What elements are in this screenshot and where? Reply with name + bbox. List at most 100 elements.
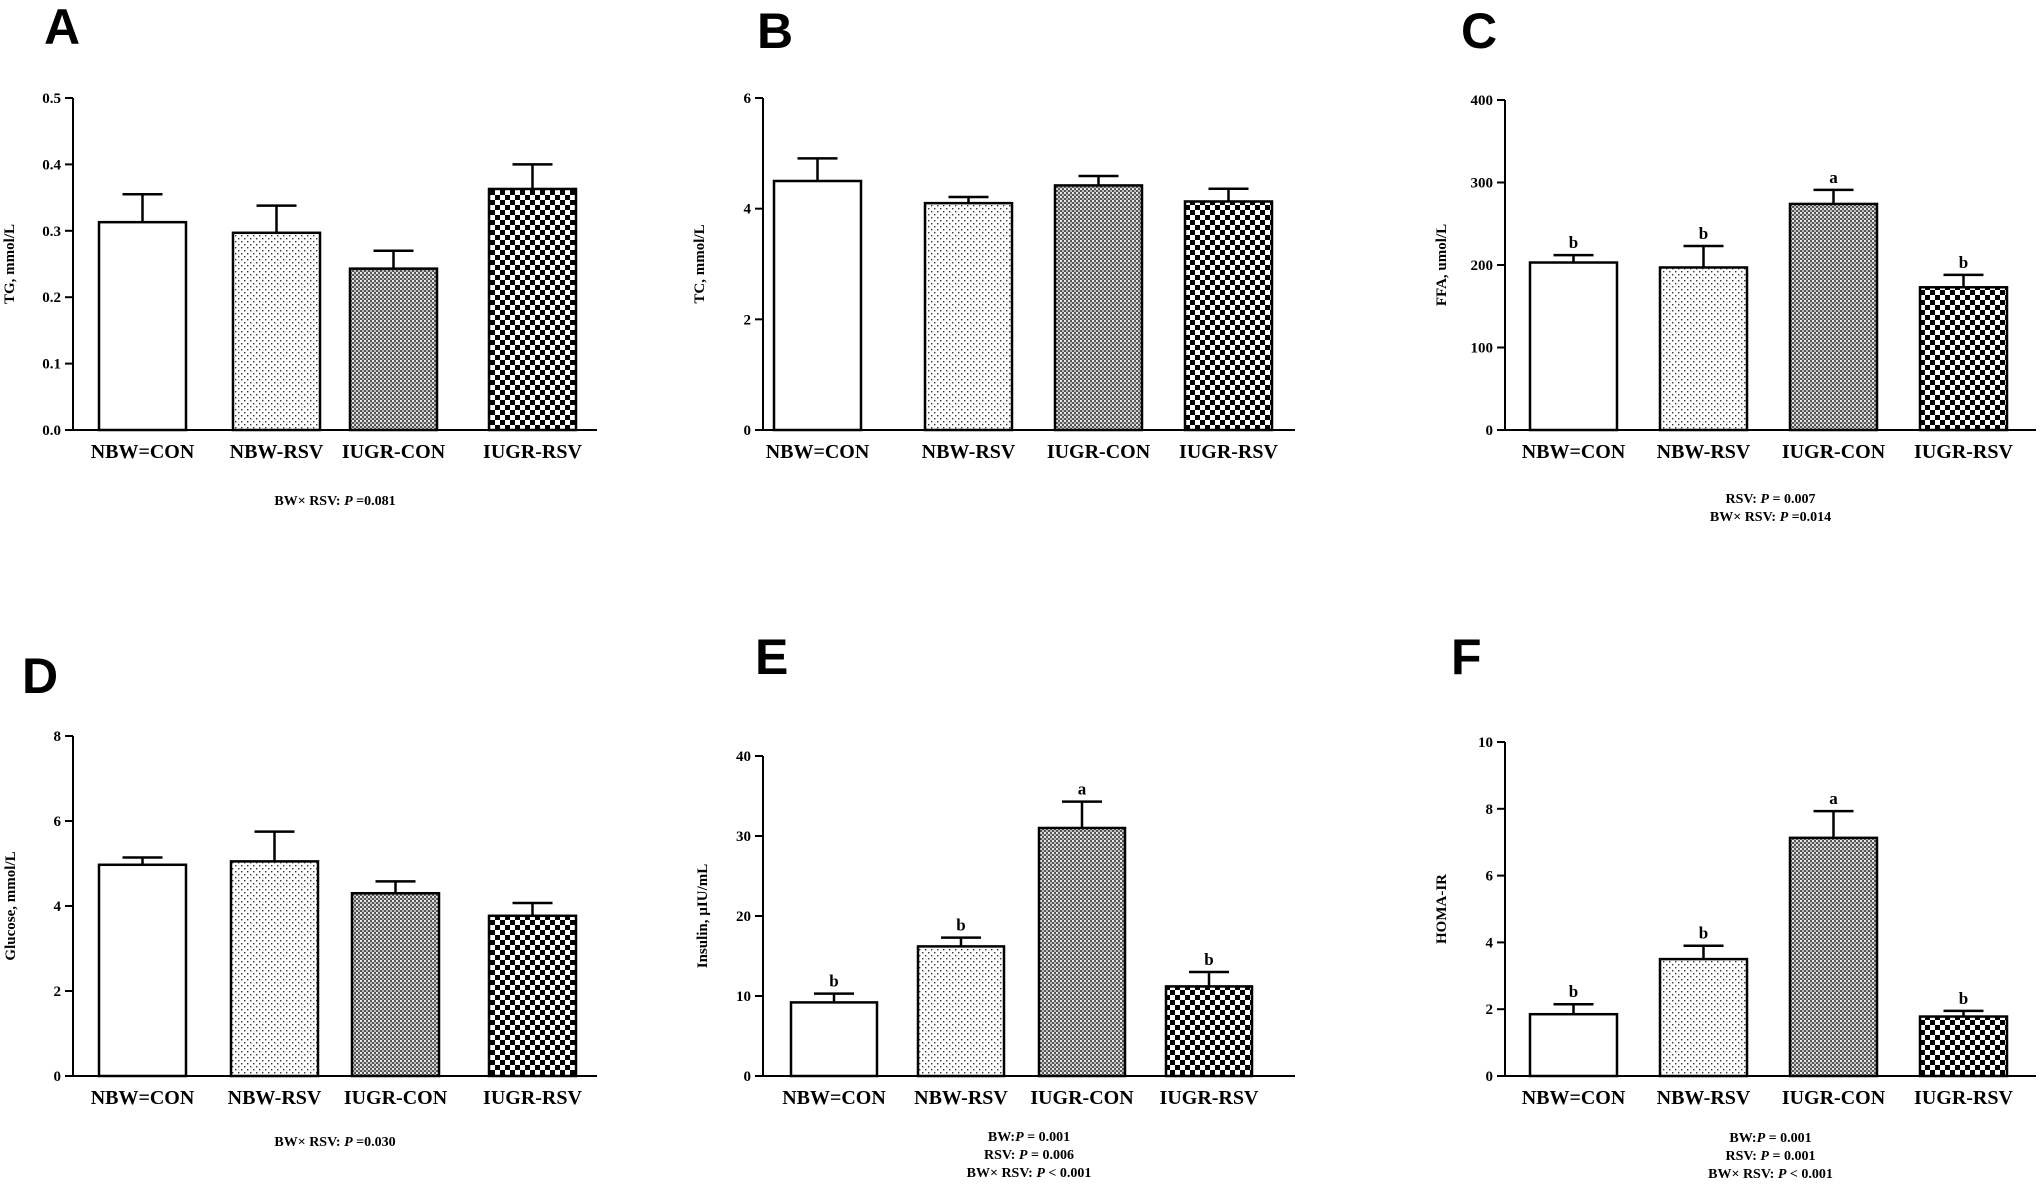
stat-line: BW× RSV: P =0.014 (1710, 510, 1831, 525)
bar-1 (772, 179, 863, 432)
y-tick-label: 6 (54, 814, 62, 830)
y-tick-label: 2 (54, 984, 62, 1000)
category-label: NBW=CON (1522, 1087, 1626, 1109)
y-tick-label: 2 (744, 312, 752, 328)
category-label: IUGR-RSV (1914, 441, 2013, 463)
panel-c: C 0 100 200 300 400 FFA, umol/L b NBW=CON b NBW-RS… (1434, 3, 2036, 525)
category-label: IUGR-CON (1047, 441, 1151, 463)
significance-label: b (1699, 924, 1708, 943)
bar-3 (348, 267, 439, 432)
y-axis-label: Insulin, µIU/mL (695, 864, 711, 969)
stat-line: BW:P = 0.001 (1729, 1131, 1811, 1146)
category-label: NBW-RSV (1657, 441, 1751, 463)
category-label: NBW-RSV (914, 1087, 1008, 1109)
category-label: IUGR-RSV (1160, 1087, 1259, 1109)
y-tick-label: 4 (1486, 935, 1494, 951)
p-symbol: P (1036, 1166, 1045, 1181)
y-tick-label: 2 (1486, 1002, 1494, 1018)
bar-4 (1164, 985, 1254, 1078)
y-tick-label: 300 (1471, 176, 1494, 192)
bar-2 (1658, 957, 1749, 1078)
y-tick-label: 8 (1486, 802, 1494, 818)
y-tick-label: 4 (54, 899, 62, 915)
category-label: IUGR-RSV (483, 441, 582, 463)
category-label: IUGR-CON (342, 441, 446, 463)
bar-1 (1528, 261, 1619, 432)
panel-letter: B (757, 3, 793, 59)
bar-2 (229, 860, 320, 1078)
significance-label: b (1699, 224, 1708, 243)
category-label: NBW=CON (782, 1087, 886, 1109)
category-label: IUGR-RSV (1914, 1087, 2013, 1109)
bar-4 (487, 914, 578, 1078)
y-tick-label: 0.1 (42, 357, 61, 373)
y-tick-label: 6 (1486, 869, 1494, 885)
y-tick-label: 0.4 (42, 157, 61, 173)
panel-f: F 0 2 4 6 8 10 HOMA-IR b NBW=CON b NBW-RSV a IUGR-CON… (1434, 629, 2036, 1182)
bar-3 (1053, 184, 1144, 432)
bar-1 (97, 863, 188, 1078)
bar-2 (923, 201, 1014, 432)
stat-line: RSV: P = 0.007 (1726, 492, 1816, 507)
category-label: IUGR-CON (344, 1087, 448, 1109)
significance-label: b (1959, 253, 1968, 272)
category-label: NBW-RSV (230, 441, 324, 463)
stat-line: BW:P = 0.001 (988, 1130, 1070, 1145)
bar-4 (487, 187, 578, 432)
significance-label: b (1569, 982, 1578, 1001)
significance-label: a (1078, 780, 1087, 799)
stat-line: BW× RSV: P < 0.001 (1708, 1167, 1833, 1182)
bar-2 (916, 945, 1006, 1078)
p-symbol: P (1760, 492, 1769, 507)
panel-e: E 0 10 20 30 40 Insulin, µIU/mL b NBW=CON b NBW-RS… (695, 629, 1295, 1181)
y-tick-label: 200 (1471, 258, 1494, 274)
bar-3 (1037, 826, 1127, 1078)
category-label: IUGR-RSV (1179, 441, 1278, 463)
significance-label: a (1829, 168, 1838, 187)
y-tick-label: 40 (736, 749, 751, 765)
significance-label: a (1829, 789, 1838, 808)
p-symbol: P (1760, 1149, 1769, 1164)
y-tick-label: 10 (736, 989, 751, 1005)
y-axis-label: Glucose, mmol/L (3, 851, 19, 960)
category-label: IUGR-CON (1030, 1087, 1134, 1109)
category-label: NBW-RSV (1657, 1087, 1751, 1109)
p-symbol: P (344, 1135, 353, 1150)
stat-line: RSV: P = 0.001 (1726, 1149, 1816, 1164)
p-symbol: P (1019, 1148, 1028, 1163)
category-label: IUGR-CON (1782, 1087, 1886, 1109)
y-tick-label: 0 (1486, 1069, 1494, 1085)
stat-line: BW× RSV: P =0.030 (274, 1135, 395, 1150)
y-tick-label: 20 (736, 909, 751, 925)
category-label: IUGR-CON (1782, 441, 1886, 463)
panel-d: D 0 2 4 6 8 Glucose, mmol/L NBW=CON NBW-RSV IUGR-… (3, 648, 597, 1150)
bar-2 (1658, 266, 1749, 432)
panel-letter: C (1461, 3, 1497, 59)
bar-4 (1918, 1015, 2009, 1078)
bar-4 (1183, 200, 1274, 432)
significance-label: b (829, 972, 838, 991)
y-tick-label: 6 (744, 91, 752, 107)
category-label: NBW=CON (91, 1087, 195, 1109)
panel-letter: A (44, 0, 80, 55)
y-tick-label: 0 (744, 1069, 752, 1085)
panel-letter: E (755, 629, 788, 685)
p-symbol: P (344, 494, 353, 509)
bar-3 (350, 892, 441, 1078)
y-tick-label: 0 (1486, 423, 1494, 439)
significance-label: b (1959, 989, 1968, 1008)
panel-letter: D (22, 648, 58, 704)
bar-1 (789, 1001, 879, 1078)
category-label: NBW-RSV (922, 441, 1016, 463)
y-axis-label: HOMA-IR (1434, 874, 1450, 944)
panel-b: B 0 2 4 6 TC, mmol/L NBW=CON NBW-RSV IUGR-CON IUG… (692, 3, 1295, 463)
bar-1 (97, 220, 188, 432)
y-tick-label: 0.3 (42, 224, 61, 240)
bar-4 (1918, 286, 2009, 432)
stat-line: BW× RSV: P < 0.001 (967, 1166, 1092, 1181)
y-tick-label: 4 (744, 202, 752, 218)
panel-a: A 0.0 0.1 0.2 0.3 0.4 0.5 TG, mmol/L NBW=CON NBW-… (2, 0, 597, 509)
p-symbol: P (1757, 1131, 1766, 1146)
bar-3 (1788, 836, 1879, 1078)
y-tick-label: 10 (1478, 735, 1493, 751)
